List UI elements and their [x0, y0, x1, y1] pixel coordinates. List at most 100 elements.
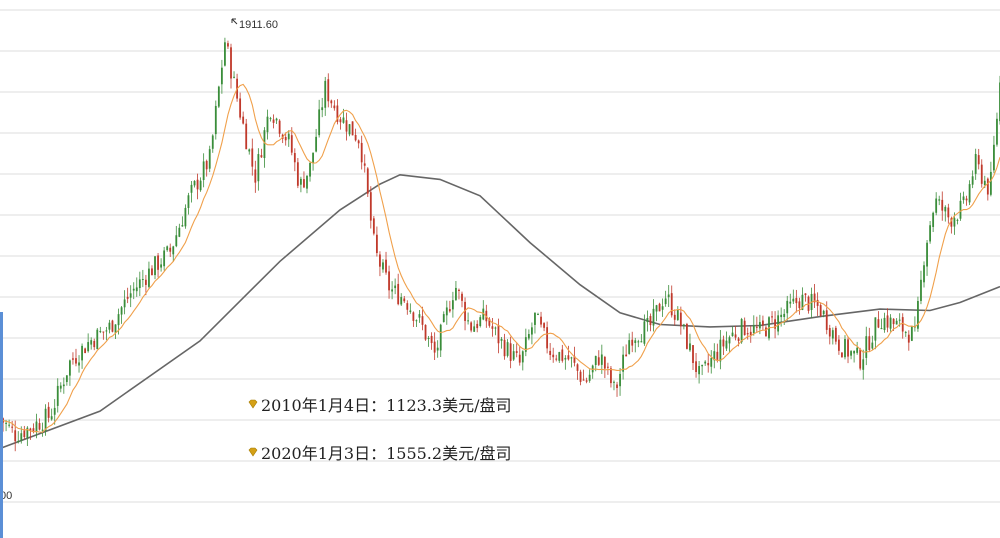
long-ma-line	[0, 173, 1000, 450]
candle-body	[482, 308, 485, 320]
candle-body	[293, 153, 296, 163]
candle-body	[254, 169, 257, 183]
candle-body	[208, 149, 211, 169]
candle-body	[306, 175, 308, 189]
candle-body	[494, 327, 497, 329]
candle-body	[394, 285, 397, 289]
candle-body	[436, 347, 439, 351]
candle-body	[850, 351, 852, 356]
candle-body	[813, 293, 816, 303]
candle-body	[686, 323, 688, 349]
candle-body	[907, 334, 910, 343]
annotation-text: 2010年1月4日：1123.3美元/盘司	[261, 396, 512, 415]
candle-body	[780, 314, 783, 318]
candle-body	[406, 303, 409, 310]
candle-body	[375, 234, 378, 254]
candle-body	[372, 218, 375, 234]
candle-body	[725, 340, 728, 349]
candle-body	[154, 256, 156, 276]
candle-body	[646, 317, 649, 323]
candle-body	[971, 176, 974, 185]
candle-body	[956, 219, 959, 221]
candle-body	[38, 423, 41, 430]
candle-body	[597, 357, 600, 365]
candle-body	[354, 134, 357, 141]
candle-body	[540, 316, 542, 325]
candle-body	[296, 162, 299, 186]
candle-body	[303, 179, 305, 188]
candle-body	[762, 320, 764, 326]
candle-body	[719, 339, 722, 362]
candle-body	[713, 351, 716, 361]
candle-body	[339, 119, 342, 123]
candle-body	[874, 317, 877, 341]
candle-body	[622, 354, 625, 372]
candle-body	[260, 155, 263, 158]
candle-body	[330, 100, 333, 104]
candle-body	[65, 375, 68, 382]
candle-body	[518, 354, 521, 363]
candle-body	[576, 364, 579, 371]
candle-body	[196, 179, 199, 190]
candle-body	[8, 424, 11, 426]
candle-body	[148, 268, 150, 287]
candle-body	[977, 155, 980, 165]
candle-body	[561, 349, 564, 361]
candle-body	[831, 330, 834, 339]
candle-body	[755, 326, 758, 328]
candle-body	[619, 373, 621, 387]
candle-body	[537, 314, 539, 316]
candle-body	[205, 160, 208, 170]
candle-body	[941, 199, 944, 211]
chart-labels: 1911.60 00	[0, 18, 278, 502]
candle-body	[689, 343, 691, 351]
candle-body	[68, 360, 71, 376]
candle-body	[692, 345, 694, 364]
candle-body	[728, 337, 731, 344]
candle-body	[132, 288, 135, 291]
candle-body	[479, 317, 482, 327]
candle-body	[758, 322, 761, 329]
candle-body	[379, 254, 381, 267]
candle-body	[509, 343, 512, 361]
candle-body	[989, 171, 992, 195]
candle-body	[731, 332, 734, 337]
candle-body	[898, 319, 901, 321]
candle-body	[904, 332, 907, 334]
candle-body	[792, 298, 795, 302]
candle-body	[418, 314, 421, 318]
candle-body	[23, 430, 26, 438]
candle-body	[707, 362, 710, 366]
candle-body	[470, 322, 473, 331]
candle-body	[673, 314, 676, 320]
peak-arrow-icon	[231, 18, 238, 25]
candle-body	[600, 354, 603, 365]
candle-body	[160, 264, 163, 268]
candle-body	[230, 47, 232, 79]
candle-body	[442, 314, 445, 323]
candle-body	[290, 135, 293, 153]
candle-body	[287, 133, 290, 140]
candle-body	[698, 366, 700, 375]
candle-body	[44, 408, 47, 431]
candle-body	[743, 320, 746, 336]
candle-body	[144, 279, 147, 285]
candle-body	[178, 227, 181, 237]
candle-body	[321, 107, 324, 111]
candle-body	[570, 357, 573, 359]
candle-body	[78, 362, 80, 366]
candle-body	[105, 330, 108, 332]
candle-body	[938, 199, 941, 201]
candle-body	[859, 349, 862, 369]
candle-body	[847, 339, 849, 357]
candle-body	[315, 136, 318, 152]
candle-body	[458, 289, 460, 291]
candle-body	[342, 117, 345, 123]
candle-body	[400, 297, 403, 305]
candle-body	[968, 184, 971, 203]
candle-body	[567, 355, 570, 360]
candle-body	[327, 79, 330, 102]
candle-body	[543, 323, 545, 328]
